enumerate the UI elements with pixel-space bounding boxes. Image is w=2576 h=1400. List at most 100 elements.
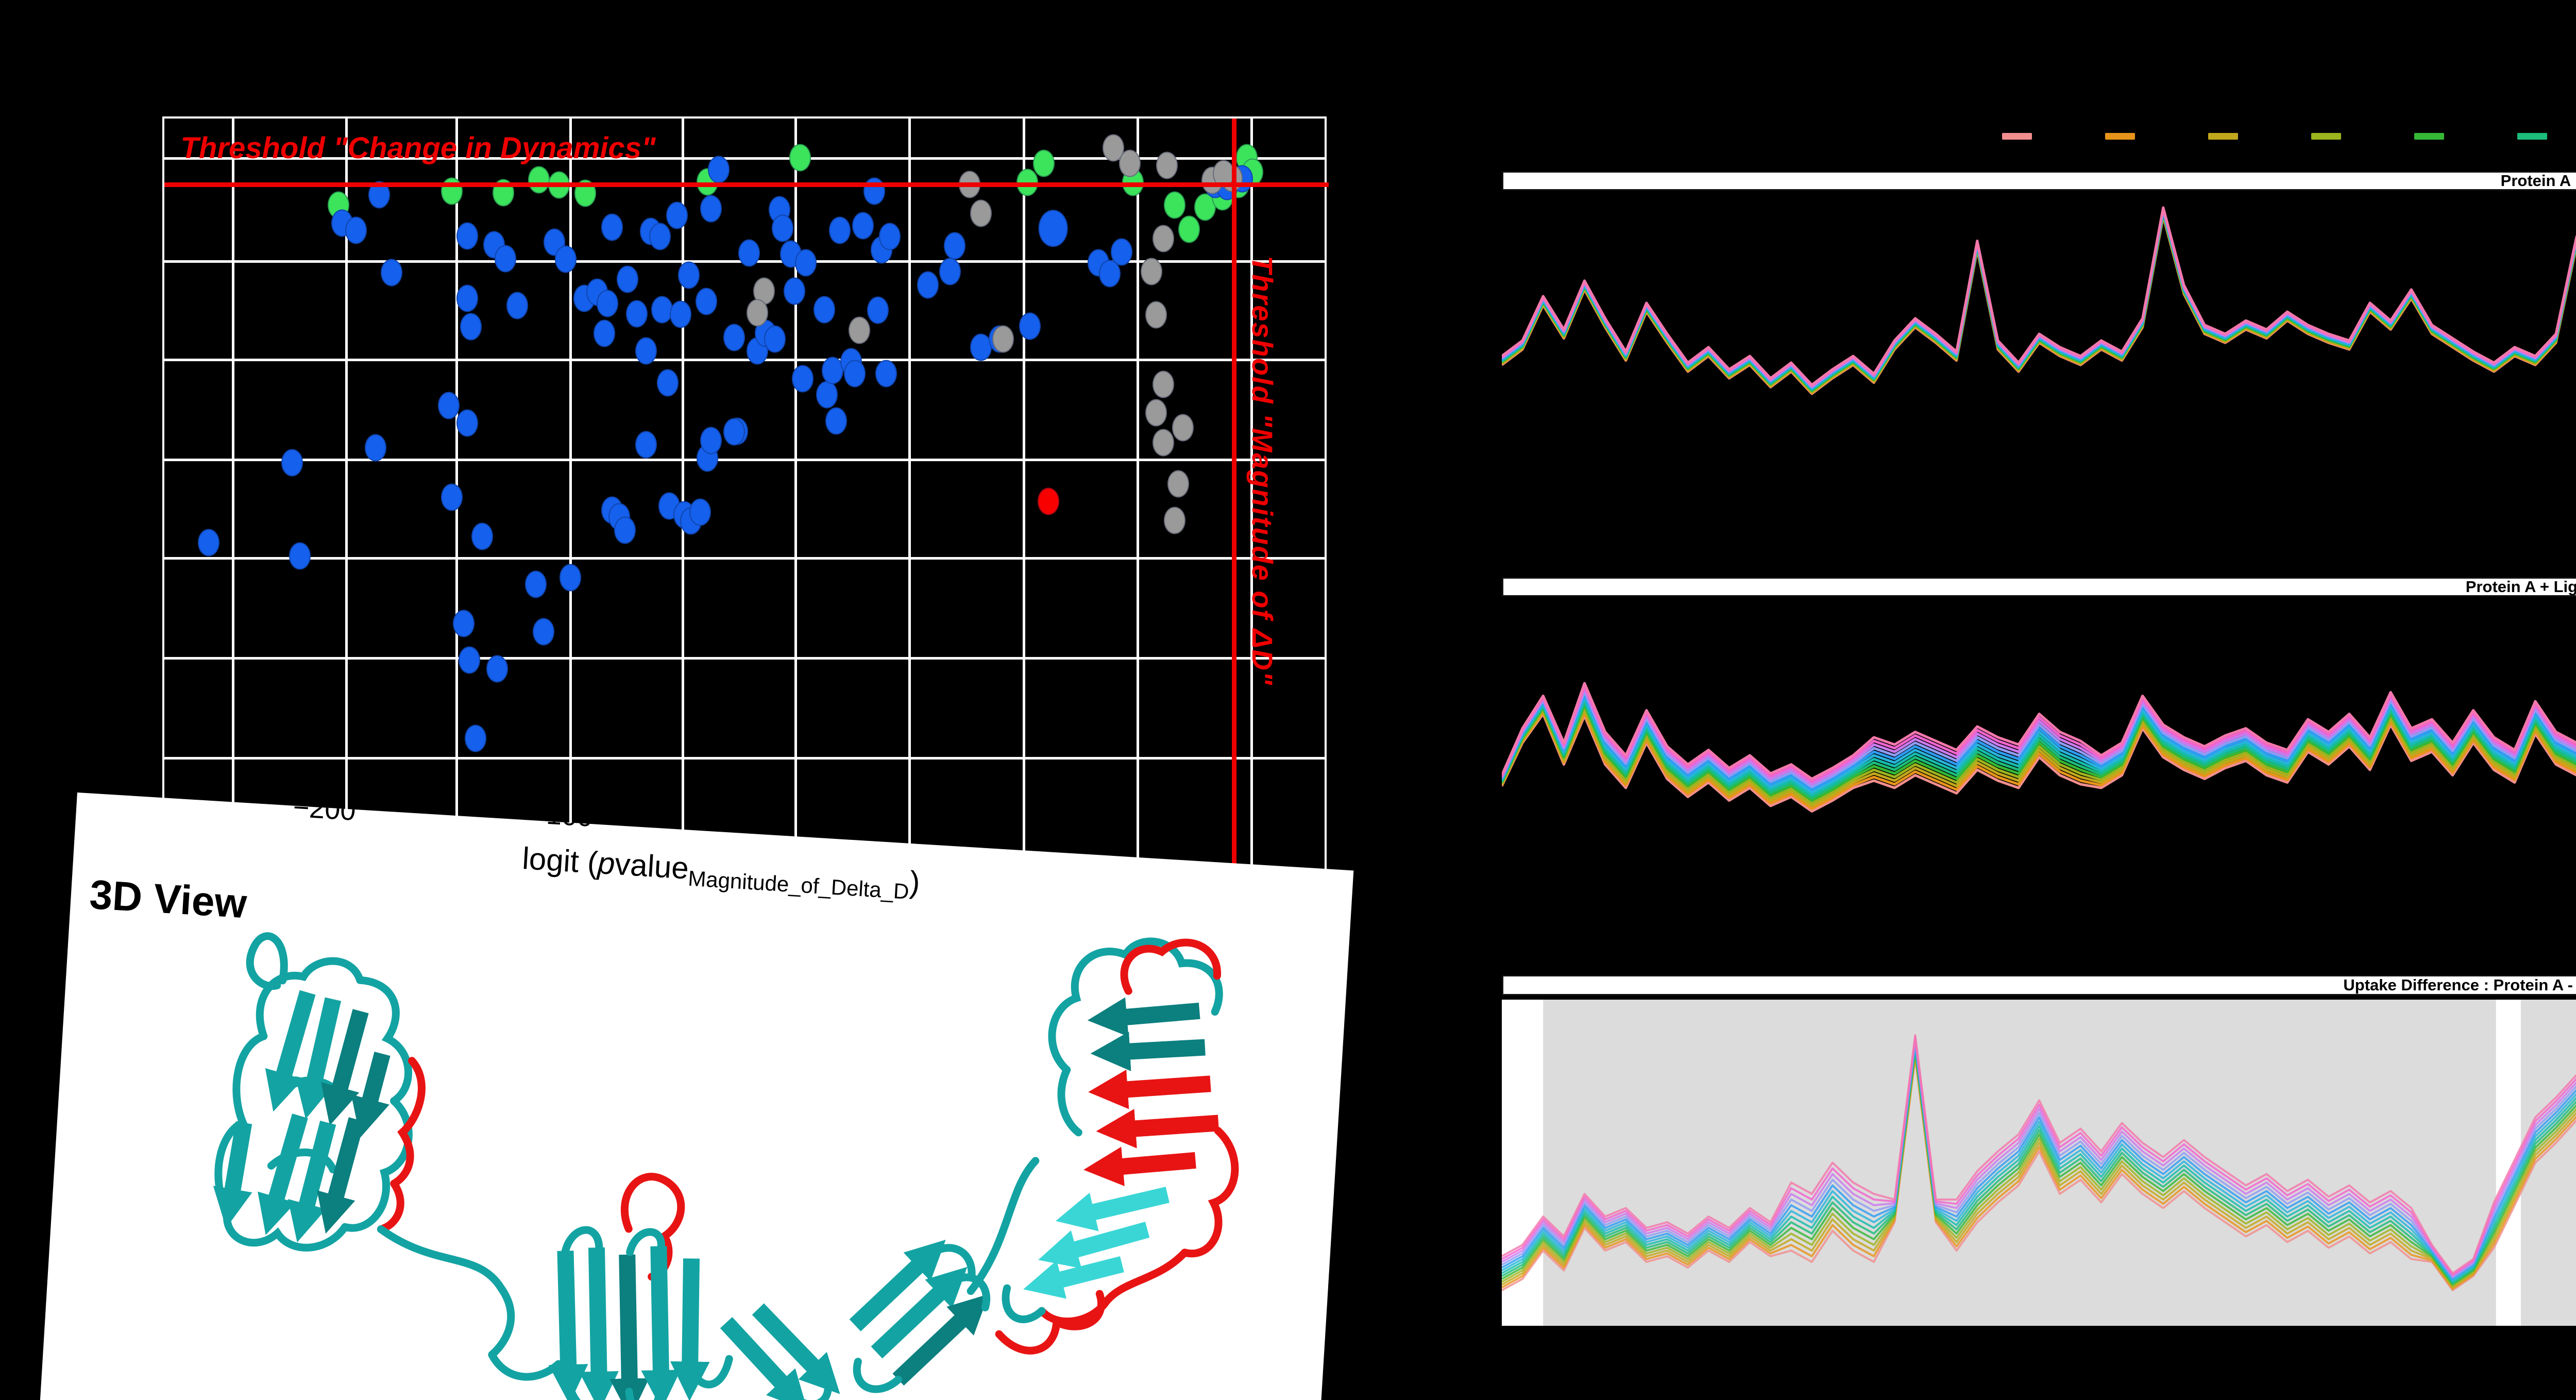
scatter-point-b — [783, 277, 805, 305]
scatter-point-b — [723, 324, 745, 351]
scatter-point-b — [560, 564, 582, 592]
3d-view-card: −200 −100 logit (pvalueMagnitude_of_Delt… — [37, 792, 1354, 1400]
scatter-point-b — [695, 288, 717, 315]
scatter-point-b — [495, 245, 517, 273]
scatter-point-b — [828, 216, 851, 244]
uptake-series-3 — [1502, 1051, 2576, 1287]
scatter-point-r — [1038, 487, 1060, 515]
scatter-point-b — [670, 300, 692, 328]
scatter-point-b — [1019, 312, 1041, 340]
legend-swatch-1 — [2105, 133, 2135, 140]
scatter-point-b — [597, 290, 619, 317]
protein-ribbon-graphic — [213, 932, 1239, 1400]
scatter-point-b — [1099, 260, 1121, 288]
threshold-line-dynamics — [164, 182, 1329, 188]
gridline-v — [1137, 119, 1140, 881]
scatter-point-b — [1110, 238, 1132, 266]
scatter-point-b — [791, 365, 814, 393]
scatter-point-b — [533, 618, 555, 646]
scatter-point-b — [381, 259, 403, 286]
uptake-series-2 — [1502, 1053, 2576, 1289]
scatter-point-b — [738, 239, 760, 267]
scatter-point-b — [635, 431, 657, 459]
scatter-point-gr — [1152, 429, 1174, 457]
scatter-point-b — [825, 407, 847, 435]
gridline-h — [164, 157, 1325, 160]
legend-swatch-2 — [2208, 133, 2238, 140]
scatter-point-b — [867, 296, 889, 324]
scatter-point-b — [616, 265, 638, 293]
uptake-series-12 — [1502, 1034, 2576, 1274]
scatter-point-g — [1178, 215, 1200, 243]
threshold-line-magnitude — [1231, 119, 1236, 881]
scatter-point-b — [486, 655, 509, 683]
scatter-point-b — [456, 222, 478, 250]
scatter-point-b — [939, 258, 961, 285]
gridline-v — [569, 119, 572, 881]
uptake-series-11 — [1502, 1036, 2576, 1276]
scatter-point-b — [863, 177, 886, 205]
scatter-point-b — [1038, 210, 1068, 247]
scatter-point-b — [289, 542, 311, 570]
scatter-point-b — [471, 522, 494, 550]
scatter-point-gr — [746, 299, 768, 327]
scatter-point-b — [708, 156, 730, 183]
panel-title-band-0: Protein A — [1502, 171, 2576, 191]
threshold-magnitude-label: Threshold "Magnitude of ΔD" — [1246, 256, 1279, 686]
scatter-point-gr — [1152, 225, 1174, 252]
threshold-dynamics-label: Threshold "Change in Dynamics" — [180, 131, 656, 165]
uptake-series-8 — [1502, 1041, 2576, 1280]
uptake-series-6 — [1502, 1045, 2576, 1283]
scatter-point-b — [460, 313, 482, 341]
scatter-point-b — [593, 319, 615, 347]
scatter-point-b — [689, 498, 711, 526]
scatter-point-b — [625, 300, 648, 328]
uptake-series-12 — [1502, 682, 2576, 780]
scatter-point-b — [657, 369, 679, 397]
scatter-point-b — [917, 271, 939, 299]
scatter-point-b — [723, 418, 745, 446]
scatter-point-b — [506, 292, 528, 319]
gridline-v — [794, 119, 797, 881]
scatter-point-gr — [848, 316, 870, 344]
scatter-point-b — [649, 223, 671, 250]
scatter-point-b — [364, 434, 386, 462]
uptake-series-4 — [1502, 1049, 2576, 1286]
uptake-series-0 — [1502, 1057, 2576, 1291]
gridline-h — [164, 459, 1325, 462]
scatter-point-b — [651, 296, 673, 324]
scatter-point-b — [970, 333, 992, 361]
scatter-point-gr — [1172, 414, 1194, 442]
scatter-point-b — [666, 201, 688, 229]
scatter-point-b — [700, 427, 722, 454]
scatter-point-g — [528, 166, 550, 194]
scatter-point-gr — [1118, 149, 1141, 177]
scatter-point-b — [875, 360, 897, 387]
uptake-series-9 — [1502, 1040, 2576, 1279]
panel-plot-2 — [1502, 1000, 2576, 1326]
scatter-point-b — [878, 223, 901, 250]
scatter-point-b — [635, 337, 657, 365]
legend-swatch-4 — [2414, 133, 2444, 140]
volcano-scatter-field — [164, 119, 1325, 805]
scatter-point-b — [464, 724, 486, 752]
scatter-point-b — [555, 245, 577, 273]
scatter-point-g — [1164, 191, 1186, 219]
scatter-point-b — [453, 610, 475, 637]
scatter-point-gr — [1167, 470, 1190, 498]
scatter-point-b — [816, 381, 838, 409]
gridline-v — [1023, 119, 1026, 881]
scatter-point-gr — [992, 325, 1014, 353]
scatter-point-b — [601, 213, 623, 241]
scatter-point-gr — [1156, 151, 1178, 179]
scatter-point-g — [789, 144, 811, 172]
legend-swatch-3 — [2311, 133, 2341, 140]
legend-swatch-0 — [2002, 133, 2032, 140]
scatter-point-g — [1033, 149, 1055, 177]
gridline-h — [164, 656, 1325, 660]
volcano-plot: Threshold "Change in Dynamics" Threshold… — [162, 116, 1329, 881]
scatter-point-b — [843, 360, 866, 387]
uptake-series-7 — [1502, 1043, 2576, 1281]
gridline-v — [1250, 119, 1253, 881]
